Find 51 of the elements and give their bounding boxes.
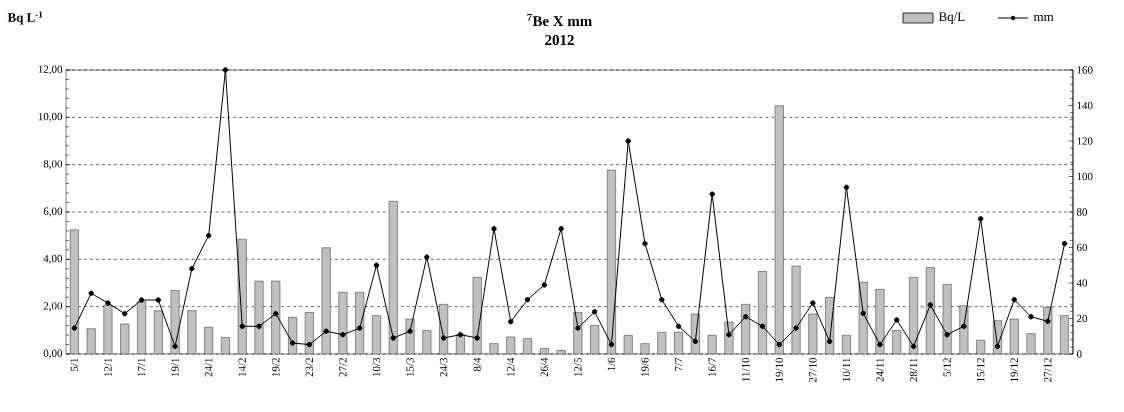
x-tick-label: 10/3 bbox=[372, 357, 381, 377]
x-tick-label: 28/11 bbox=[909, 358, 918, 382]
y-axis-title: Bq L$^{-1}$ bbox=[7, 11, 43, 25]
chart-subtitle: 2012 bbox=[545, 34, 574, 46]
chart-title: $^{7}$Be X mm bbox=[527, 13, 592, 27]
x-tick-label: 12/1 bbox=[104, 358, 112, 377]
y-tick-label: 6,00 bbox=[43, 207, 63, 217]
y2-tick-label: 0 bbox=[1076, 350, 1082, 358]
x-tick-label: 19/6 bbox=[641, 357, 649, 377]
x-tick-label: 19/1 bbox=[171, 358, 179, 377]
x-tick-label: 19/10 bbox=[775, 357, 783, 382]
x-tick-label: 27/2 bbox=[339, 358, 347, 377]
y2-tick-label: 120 bbox=[1077, 137, 1093, 145]
x-tick-label: 5/1 bbox=[70, 358, 79, 371]
legend-label: mm bbox=[1033, 14, 1054, 22]
y-tick-label: 12,00 bbox=[38, 65, 63, 75]
x-tick-label: 16/7 bbox=[708, 357, 716, 377]
x-tick-label: 24/3 bbox=[439, 357, 448, 377]
x-tick-label: 26/4 bbox=[540, 357, 548, 377]
x-tick-label: 12/5 bbox=[574, 357, 582, 377]
x-tick-label: 1/6 bbox=[607, 357, 616, 371]
x-tick-label: 27/12 bbox=[1044, 358, 1052, 382]
y2-tick-label: 100 bbox=[1077, 172, 1093, 181]
y2-tick-label: 140 bbox=[1077, 101, 1093, 110]
x-tick-label: 19/12 bbox=[1010, 358, 1018, 382]
x-tick-label: 27/10 bbox=[809, 357, 817, 382]
y-tick-label: 0,00 bbox=[43, 349, 63, 359]
y2-tick-label: 80 bbox=[1076, 208, 1088, 216]
x-tick-label: 23/2 bbox=[305, 358, 314, 377]
x-tick-label: 11/10 bbox=[742, 357, 750, 382]
x-tick-label: 15/12 bbox=[977, 358, 985, 382]
x-tick-label: 7/7 bbox=[674, 357, 683, 371]
y2-tick-label: 160 bbox=[1077, 66, 1093, 74]
y-tick-label: 8,00 bbox=[43, 160, 63, 170]
x-tick-label: 10/11 bbox=[842, 358, 851, 382]
x-tick-label: 15/3 bbox=[406, 357, 414, 377]
y-tick-label: 10,00 bbox=[38, 112, 63, 122]
y2-tick-label: 20 bbox=[1076, 314, 1088, 323]
x-tick-label: 14/2 bbox=[238, 358, 246, 377]
x-tick-label: 24/1 bbox=[204, 358, 213, 377]
y2-tick-label: 40 bbox=[1076, 279, 1088, 287]
y2-tick-label: 60 bbox=[1076, 243, 1088, 252]
y-tick-label: 2,00 bbox=[43, 302, 63, 312]
x-tick-label: 17/1 bbox=[137, 358, 146, 377]
x-tick-label: 8/4 bbox=[473, 357, 481, 372]
x-tick-label: 5/12 bbox=[943, 358, 951, 377]
x-tick-label: 19/2 bbox=[272, 358, 280, 377]
y-tick-label: 4,00 bbox=[43, 254, 63, 264]
x-tick-label: 12/4 bbox=[507, 357, 515, 377]
legend-label: Bq/L bbox=[938, 12, 965, 24]
x-tick-label: 24/11 bbox=[876, 358, 884, 382]
